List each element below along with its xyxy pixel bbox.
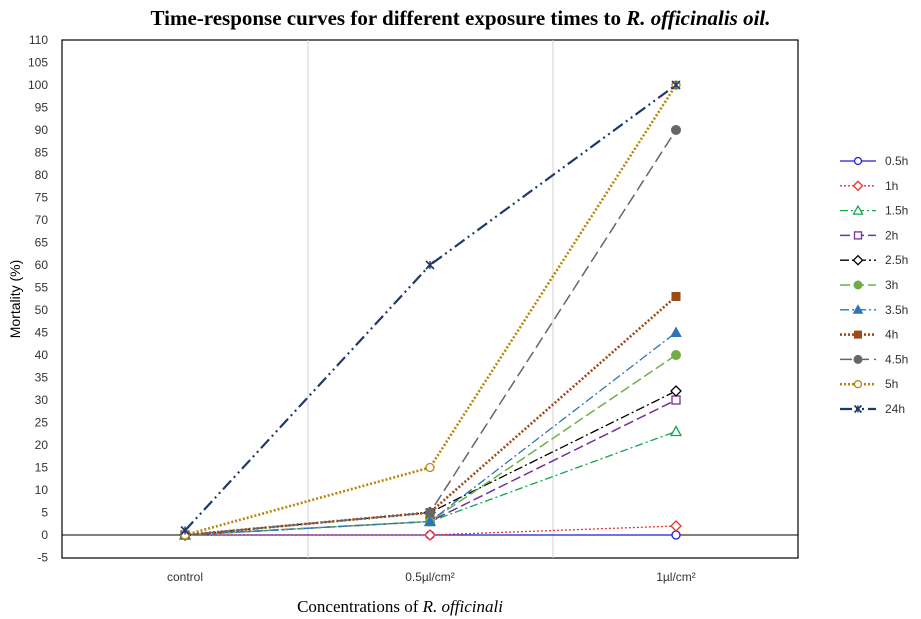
chart-title: Time-response curves for different expos… xyxy=(0,6,921,31)
y-tick-label: 5 xyxy=(41,506,48,520)
x-tick-label: 0.5µl/cm² xyxy=(405,570,455,584)
y-tick-label: 50 xyxy=(35,303,49,317)
point-marker xyxy=(671,350,681,360)
point-marker xyxy=(853,354,863,364)
y-tick-label: 15 xyxy=(35,461,49,475)
point-marker xyxy=(425,260,435,270)
y-tick-label: 95 xyxy=(35,101,49,115)
legend-item: 3.5h xyxy=(840,303,908,317)
point-marker xyxy=(853,280,863,290)
series-markers xyxy=(178,80,683,541)
y-tick-label: -5 xyxy=(37,551,48,565)
legend-item: 4h xyxy=(840,328,898,342)
y-tick-label: 105 xyxy=(28,56,48,70)
legend-item: 24h xyxy=(840,402,905,416)
legend-item: 5h xyxy=(840,377,898,391)
legend-label: 3.5h xyxy=(885,303,908,317)
legend-label: 3h xyxy=(885,278,898,292)
legend-label: 2.5h xyxy=(885,253,908,267)
series-line-4h xyxy=(184,295,677,537)
y-tick-label: 90 xyxy=(35,123,49,137)
x-axis-title-main: Concentrations of xyxy=(297,597,423,616)
x-tick-labels: control 0.5µl/cm² 1µl/cm² xyxy=(167,570,696,584)
legend-item: 1h xyxy=(840,179,898,193)
legend-label: 24h xyxy=(885,402,905,416)
point-marker xyxy=(671,292,681,301)
point-marker xyxy=(669,425,683,437)
x-tick-label: control xyxy=(167,570,203,584)
y-axis-title: Mortality (%) xyxy=(7,260,23,339)
y-tick-label: 0 xyxy=(41,528,48,542)
point-marker xyxy=(671,395,681,405)
legend-label: 1h xyxy=(885,179,898,193)
y-tick-label: 70 xyxy=(35,213,49,227)
point-marker xyxy=(425,462,435,473)
point-marker xyxy=(852,254,864,266)
x-axis-title-italic: R. officinali xyxy=(422,597,503,616)
y-tick-label: 10 xyxy=(35,483,49,497)
point-marker xyxy=(424,529,436,541)
y-tick-label: 60 xyxy=(35,258,49,272)
point-marker xyxy=(671,125,681,135)
legend-item: 3h xyxy=(840,278,898,292)
point-marker xyxy=(671,530,681,540)
point-marker xyxy=(424,515,436,526)
y-tick-label: 110 xyxy=(29,33,48,47)
y-tick-label: 65 xyxy=(35,236,49,250)
legend-label: 4h xyxy=(885,328,898,342)
y-tick-label: 55 xyxy=(35,281,49,295)
point-marker xyxy=(671,80,681,90)
y-tick-label: 85 xyxy=(35,146,49,160)
point-marker xyxy=(853,380,863,389)
point-marker xyxy=(853,156,863,166)
point-marker xyxy=(853,231,863,240)
legend-label: 2h xyxy=(885,228,898,242)
legend-item: 2h xyxy=(840,228,898,242)
legend-label: 5h xyxy=(885,377,898,391)
point-marker xyxy=(852,204,864,215)
y-tick-label: 35 xyxy=(35,371,49,385)
y-tick-labels: -5 0 5 10 15 20 25 30 35 40 45 50 55 60 65 70 75 80 85 90 95… xyxy=(28,33,48,565)
point-marker xyxy=(180,525,190,536)
y-tick-label: 100 xyxy=(28,78,48,92)
y-tick-label: 45 xyxy=(35,326,49,340)
point-marker xyxy=(670,326,682,337)
point-marker xyxy=(852,304,864,314)
y-tick-label: 40 xyxy=(35,348,49,362)
legend-item: 4.5h xyxy=(840,352,908,366)
point-marker xyxy=(854,330,862,339)
point-marker xyxy=(852,180,864,192)
y-tick-label: 30 xyxy=(35,393,49,407)
x-tick-label: 1µl/cm² xyxy=(656,570,696,584)
legend-item: 2.5h xyxy=(840,253,908,267)
legend-item: 0.5h xyxy=(840,154,908,168)
legend: 0.5h 1h 1.5h 2h 2.5h 3h 3.5h 4h 4.5h 5h 24h xyxy=(840,154,908,416)
legend-label: 1.5h xyxy=(885,204,908,218)
legend-label: 0.5h xyxy=(885,154,908,168)
plot-area xyxy=(61,39,799,559)
point-marker xyxy=(670,385,682,397)
series-line-24h xyxy=(184,84,677,532)
chart-title-main: Time-response curves for different expos… xyxy=(150,6,627,30)
y-tick-label: 75 xyxy=(35,191,49,205)
x-axis-title: Concentrations of R. officinali xyxy=(160,597,640,617)
y-tick-label: 20 xyxy=(35,438,49,452)
y-tick-label: 25 xyxy=(35,416,49,430)
point-marker xyxy=(670,520,682,532)
chart-title-italic: R. officinalis oil. xyxy=(626,6,771,30)
legend-item: 1.5h xyxy=(840,204,908,218)
series-line-5h xyxy=(184,84,678,537)
legend-label: 4.5h xyxy=(885,352,908,366)
y-tick-label: 80 xyxy=(35,168,49,182)
point-marker xyxy=(853,404,863,414)
point-marker xyxy=(425,507,435,518)
